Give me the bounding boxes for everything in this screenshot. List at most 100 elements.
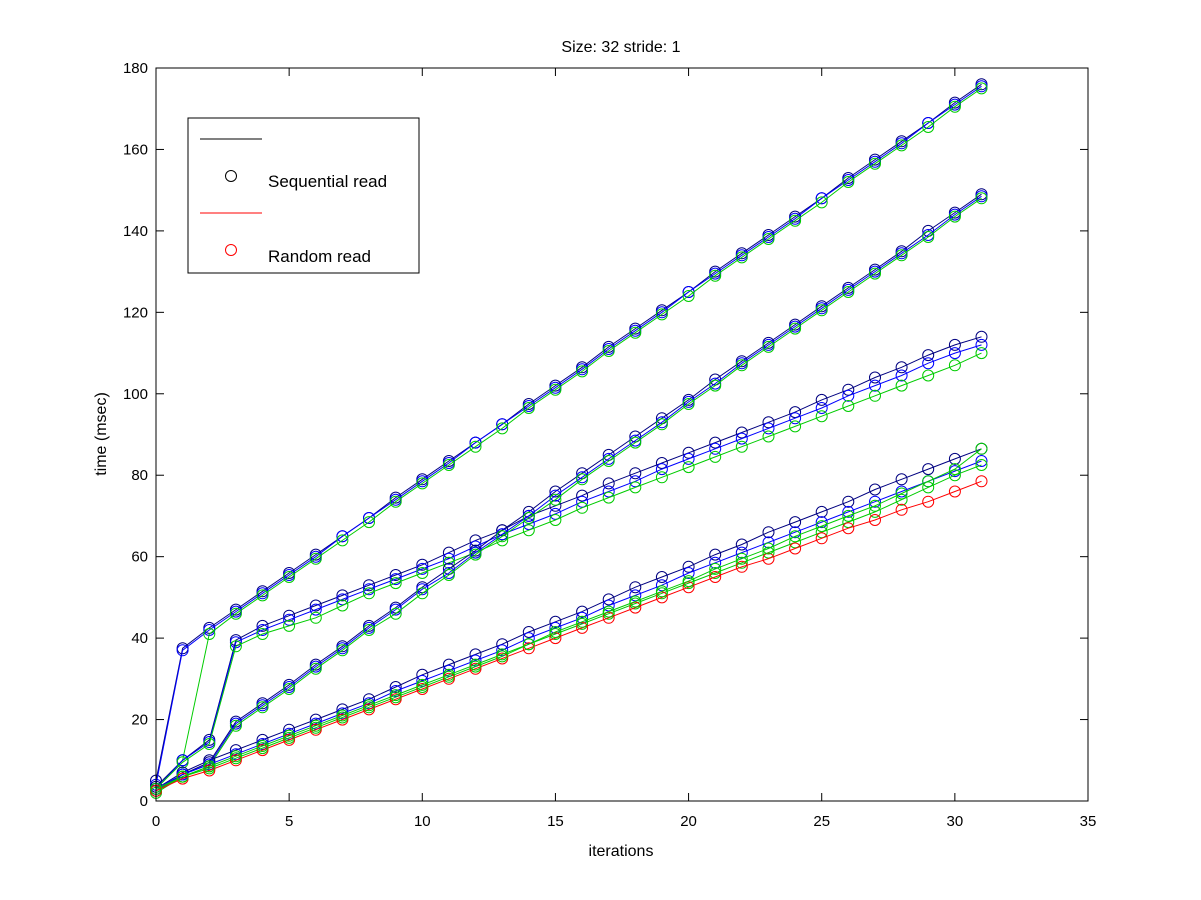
data-point <box>895 473 908 486</box>
data-point <box>922 463 935 476</box>
data-point <box>496 644 509 657</box>
data-point <box>336 599 349 612</box>
series-line <box>155 336 982 788</box>
data-point <box>815 304 828 317</box>
data-point <box>815 532 828 545</box>
data-point <box>469 440 482 453</box>
data-point <box>283 723 296 736</box>
data-point <box>256 624 269 636</box>
y-tick-label: 40 <box>131 630 148 647</box>
data-point <box>735 560 748 573</box>
data-point <box>469 654 482 667</box>
data-point <box>602 605 615 618</box>
data-point <box>522 626 535 638</box>
data-point <box>789 406 802 419</box>
legend-label-sequential-read: Sequential read <box>268 172 387 191</box>
data-point <box>549 493 562 506</box>
data-point <box>283 683 296 695</box>
data-point <box>735 440 748 453</box>
data-point <box>336 589 349 602</box>
data-point <box>203 754 216 767</box>
series-3 <box>150 82 988 795</box>
data-point <box>256 589 269 602</box>
x-tick-label: 0 <box>152 813 160 830</box>
data-point <box>203 628 216 640</box>
data-point <box>709 556 722 569</box>
data-point <box>229 640 242 653</box>
data-point <box>789 214 802 227</box>
data-point <box>283 613 296 626</box>
x-tick-label: 35 <box>1080 813 1097 830</box>
data-point <box>762 416 775 429</box>
data-point <box>735 359 748 372</box>
data-point <box>975 330 988 343</box>
data-point <box>948 452 961 465</box>
data-point <box>709 562 722 575</box>
data-point <box>655 463 668 476</box>
data-point <box>309 723 322 736</box>
data-point <box>869 495 881 508</box>
series-line <box>155 448 982 790</box>
data-point <box>975 347 988 360</box>
data-point <box>842 505 855 518</box>
data-point <box>975 455 988 467</box>
data-point <box>895 361 908 374</box>
data-point <box>416 477 429 490</box>
data-point <box>442 546 455 559</box>
data-point <box>922 349 935 362</box>
data-point <box>336 703 349 716</box>
data-point <box>762 536 775 549</box>
data-point <box>549 621 562 634</box>
series-9 <box>150 192 988 799</box>
data-point <box>203 738 216 750</box>
x-tick-label: 10 <box>414 813 431 830</box>
data-point <box>549 615 562 628</box>
data-point <box>336 593 349 606</box>
data-point <box>815 516 828 529</box>
data-point <box>176 770 189 783</box>
data-point <box>389 693 402 706</box>
data-point <box>576 611 589 624</box>
data-point <box>895 487 908 500</box>
x-tick-label: 15 <box>547 813 564 830</box>
data-point <box>655 585 668 598</box>
data-point <box>522 642 535 655</box>
data-point <box>496 648 509 661</box>
data-point <box>682 560 695 573</box>
data-point <box>416 567 429 579</box>
data-point <box>789 516 802 529</box>
data-point <box>363 693 375 706</box>
data-point <box>522 512 535 524</box>
data-point <box>229 607 242 620</box>
data-point <box>869 379 881 392</box>
data-point <box>336 534 349 547</box>
data-point <box>416 674 429 687</box>
x-tick-label: 25 <box>813 813 830 830</box>
data-point <box>496 638 509 651</box>
ticks-layer: 0 5 10 15 20 25 30 35 0 20 40 60 80 100 120 140 160 180 <box>123 60 1096 830</box>
y-axis-title: time (msec) <box>93 392 110 476</box>
data-point <box>922 369 935 382</box>
data-point <box>735 432 748 445</box>
data-point <box>789 530 802 543</box>
data-point <box>762 430 775 443</box>
data-point <box>869 499 881 512</box>
data-point <box>842 495 855 508</box>
data-point <box>869 267 881 280</box>
data-point <box>682 452 695 465</box>
series-5 <box>150 338 988 795</box>
data-point <box>602 477 615 490</box>
data-point <box>549 507 562 520</box>
data-point <box>762 552 775 565</box>
data-point <box>309 662 322 675</box>
data-point <box>363 624 375 636</box>
x-axis-title: iterations <box>589 843 654 860</box>
data-point <box>629 581 642 594</box>
data-point <box>309 713 322 726</box>
data-point <box>815 402 828 414</box>
data-point <box>576 489 589 502</box>
data-point <box>229 744 242 757</box>
data-point <box>895 503 908 516</box>
data-point <box>522 402 535 414</box>
